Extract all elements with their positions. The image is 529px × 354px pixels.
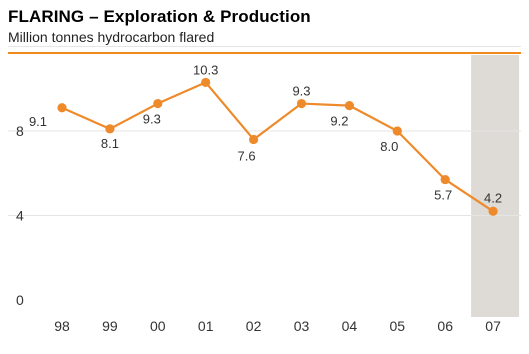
data-label: 10.3 (193, 62, 218, 77)
data-label: 9.2 (330, 114, 348, 129)
data-label: 5.7 (434, 188, 452, 203)
data-label: 7.6 (238, 148, 256, 163)
data-label: 4.2 (484, 190, 502, 205)
chart-subtitle: Million tonnes hydrocarbon flared (8, 29, 215, 45)
data-label: 8.0 (380, 139, 398, 154)
x-tick-label: 02 (246, 318, 262, 334)
data-point (249, 134, 259, 145)
data-point (344, 101, 354, 111)
y-tick-label: 0 (16, 292, 24, 308)
x-tick-label: 00 (150, 318, 166, 334)
data-label: 8.1 (101, 136, 119, 151)
data-label: 9.3 (143, 112, 161, 127)
x-tick-label: 05 (390, 318, 406, 334)
y-tick-label: 8 (16, 123, 24, 139)
x-tick-label: 06 (437, 318, 453, 334)
data-label: 9.1 (29, 114, 47, 129)
y-tick-label: 4 (16, 208, 24, 224)
data-point (440, 174, 450, 185)
x-tick-label: 03 (294, 318, 310, 334)
data-point (57, 103, 67, 113)
x-tick-label: 01 (198, 318, 214, 334)
data-label: 9.3 (292, 84, 310, 99)
x-tick-label: 98 (54, 318, 70, 334)
data-point (488, 206, 498, 216)
x-tick-label: 07 (485, 318, 501, 334)
highlight-band-07 (471, 55, 520, 317)
data-point (296, 98, 307, 109)
x-tick-label: 99 (102, 318, 118, 334)
data-point (153, 98, 163, 109)
data-point (105, 124, 115, 134)
data-point (392, 126, 402, 136)
series-line (61, 81, 494, 213)
chart-title: FLARING – Exploration & Production (8, 7, 311, 26)
data-point (201, 77, 211, 88)
x-tick-label: 04 (342, 318, 358, 334)
